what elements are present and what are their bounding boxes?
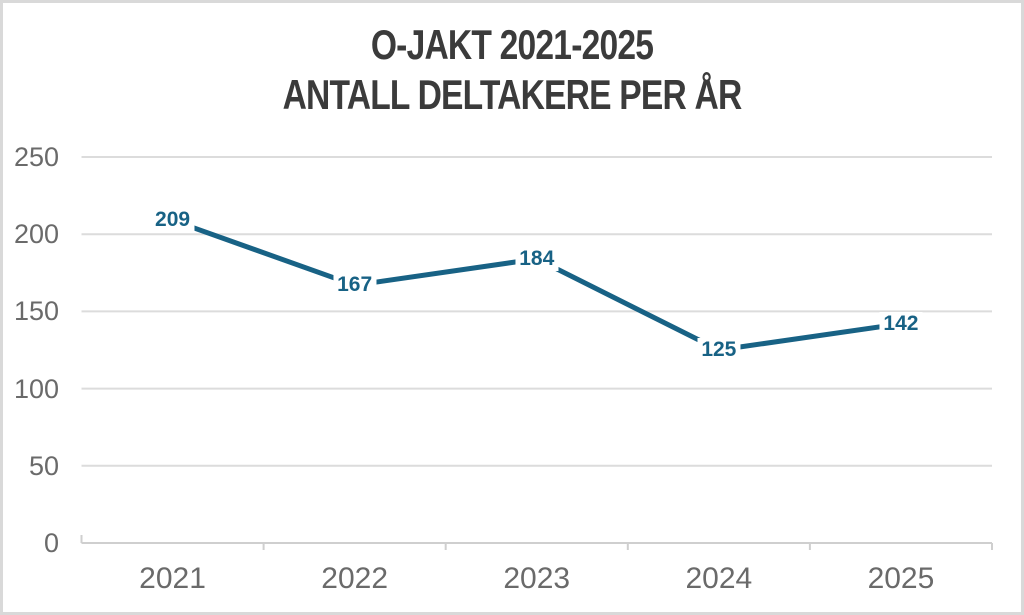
y-axis-label: 50 bbox=[28, 450, 59, 481]
data-point-label: 184 bbox=[515, 246, 559, 271]
y-axis-label: 0 bbox=[43, 528, 59, 558]
chart-title: O-JAKT 2021-2025 ANTALL DELTAKERE PER ÅR bbox=[0, 20, 1024, 120]
x-axis-label: 2023 bbox=[503, 562, 571, 595]
y-axis-label: 200 bbox=[13, 219, 59, 250]
data-point-label: 125 bbox=[697, 338, 741, 362]
y-axis-label: 150 bbox=[13, 296, 59, 327]
chart-title-line-2: ANTALL DELTAKERE PER ÅR bbox=[282, 71, 743, 118]
data-line bbox=[170, 217, 904, 353]
y-axis-label: 100 bbox=[13, 373, 59, 404]
x-axis-label: 2025 bbox=[867, 562, 935, 595]
data-point-label: 142 bbox=[879, 311, 923, 336]
data-point-label: 209 bbox=[151, 208, 195, 233]
chart-title-line-1: O-JAKT 2021-2025 bbox=[370, 21, 654, 68]
y-axis-label: 250 bbox=[13, 142, 59, 172]
x-axis-label: 2022 bbox=[321, 562, 389, 595]
x-axis-label: 2021 bbox=[139, 562, 206, 595]
data-point-label: 167 bbox=[333, 273, 377, 298]
x-axis-label: 2024 bbox=[685, 562, 753, 595]
